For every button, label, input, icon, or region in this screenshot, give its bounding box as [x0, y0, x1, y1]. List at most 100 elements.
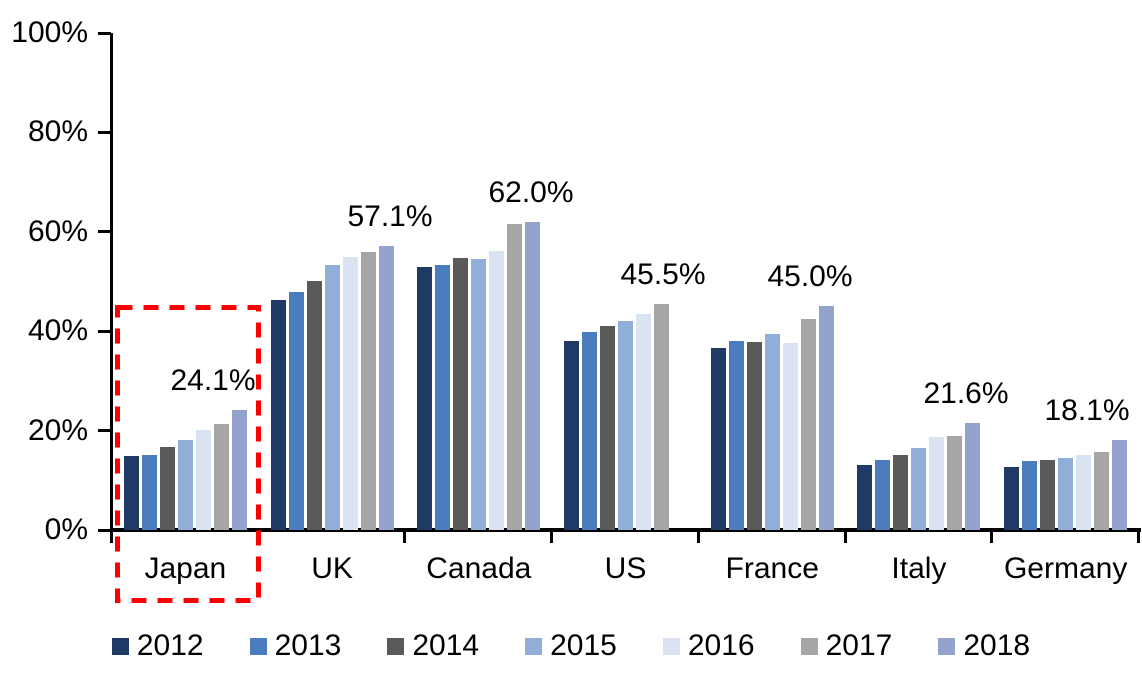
bar-france-2018 — [818, 306, 834, 530]
x-axis-line — [110, 528, 1141, 532]
bar-us-2013 — [582, 332, 598, 530]
category-label-japan: Japan — [144, 552, 227, 585]
x-tick-7 — [1137, 530, 1140, 543]
bar-group-italy — [846, 33, 993, 530]
bar-germany-2014 — [1040, 459, 1056, 530]
category-label-us: US — [604, 552, 647, 585]
bar-canada-2016 — [489, 251, 505, 530]
bar-uk-2018 — [378, 246, 394, 530]
bar-group-us — [552, 33, 699, 530]
bar-uk-2014 — [306, 281, 322, 530]
bar-italy-2018 — [965, 422, 981, 530]
y-axis-line — [110, 33, 113, 532]
y-tick-80% — [98, 130, 111, 134]
bar-us-2015 — [618, 321, 634, 530]
bar-france-2016 — [782, 343, 798, 530]
bar-group-canada — [405, 33, 552, 530]
legend-label-2018: 2018 — [963, 629, 1031, 662]
bar-france-2013 — [728, 341, 744, 530]
bar-canada-2013 — [435, 264, 451, 530]
legend-label-2012: 2012 — [136, 629, 204, 662]
data-label-france: 45.0% — [767, 260, 853, 294]
x-tick-2 — [403, 530, 407, 543]
bar-group-uk — [259, 33, 406, 530]
x-tick-6 — [990, 530, 994, 543]
legend-item-2015: 2015 — [525, 629, 617, 663]
bar-group-germany — [992, 33, 1139, 530]
bar-italy-2016 — [929, 436, 945, 530]
legend-item-2013: 2013 — [249, 629, 342, 663]
y-tick-label-80%: 80% — [27, 115, 88, 149]
category-label-italy: Italy — [891, 552, 947, 585]
legend-item-2014: 2014 — [387, 629, 479, 663]
legend-label-2013: 2013 — [274, 629, 342, 662]
legend-swatch-2016 — [662, 637, 680, 655]
bar-group-japan — [112, 33, 259, 530]
bar-italy-2015 — [911, 448, 927, 530]
bar-uk-2012 — [270, 299, 286, 530]
data-label-japan: 24.1% — [170, 364, 256, 398]
bar-us-2017 — [654, 303, 670, 530]
data-label-italy: 21.6% — [923, 376, 1009, 410]
bar-group-france — [699, 33, 846, 530]
bar-italy-2017 — [947, 435, 963, 530]
bar-uk-2015 — [324, 264, 340, 530]
legend-label-2015: 2015 — [550, 629, 617, 662]
bar-japan-2013 — [141, 454, 157, 530]
bar-france-2012 — [710, 347, 726, 530]
bar-canada-2018 — [525, 221, 541, 530]
bar-japan-2018 — [231, 410, 247, 530]
bar-japan-2012 — [123, 456, 139, 530]
data-label-uk: 57.1% — [347, 200, 433, 234]
legend-label-2016: 2016 — [687, 629, 755, 662]
x-tick-5 — [843, 530, 847, 543]
plot-area: 24.1% 57.1% 62.0% 45.5% 45.0% 21.6% 18.1% — [112, 33, 1139, 530]
legend: 2012 2013 2014 2015 2016 2017 2018 — [0, 629, 1142, 663]
bar-uk-2013 — [288, 291, 304, 530]
bar-germany-2012 — [1004, 467, 1020, 530]
bar-germany-2018 — [1112, 440, 1128, 530]
bar-germany-2015 — [1058, 458, 1074, 530]
y-tick-100% — [98, 31, 111, 35]
legend-swatch-2013 — [249, 637, 267, 655]
bar-japan-2014 — [159, 447, 175, 530]
bar-france-2017 — [800, 318, 816, 530]
x-tick-0 — [110, 530, 113, 543]
legend-label-2014: 2014 — [412, 629, 480, 662]
legend-item-2012: 2012 — [111, 629, 204, 663]
bar-japan-2015 — [177, 440, 193, 530]
y-tick-label-0%: 0% — [44, 513, 88, 546]
x-tick-3 — [550, 530, 554, 543]
japan-highlight-rect — [115, 305, 261, 603]
bar-canada-2017 — [507, 224, 523, 530]
bar-canada-2014 — [453, 257, 469, 530]
bar-us-2012 — [564, 341, 580, 530]
bar-japan-2017 — [213, 424, 229, 530]
y-tick-60% — [98, 230, 111, 234]
legend-item-2017: 2017 — [800, 629, 892, 663]
category-label-france: France — [725, 552, 819, 585]
legend-swatch-2015 — [525, 637, 543, 655]
y-tick-40% — [98, 329, 111, 333]
legend-item-2016: 2016 — [662, 629, 755, 663]
y-tick-label-60%: 60% — [27, 214, 88, 248]
bar-uk-2017 — [360, 252, 376, 530]
bar-canada-2012 — [417, 267, 433, 530]
data-label-germany: 18.1% — [1044, 394, 1130, 428]
category-label-canada: Canada — [426, 552, 532, 585]
bar-italy-2013 — [875, 460, 891, 530]
bar-italy-2012 — [857, 464, 873, 530]
legend-item-2018: 2018 — [938, 629, 1030, 663]
legend-swatch-2012 — [111, 637, 129, 655]
y-tick-20% — [98, 429, 111, 433]
y-tick-label-40%: 40% — [27, 314, 88, 348]
bar-france-2014 — [746, 341, 762, 530]
legend-swatch-2018 — [938, 637, 956, 655]
bar-germany-2016 — [1076, 455, 1092, 530]
category-label-uk: UK — [311, 552, 353, 585]
data-label-us: 45.5% — [620, 257, 706, 291]
bar-germany-2017 — [1094, 452, 1110, 530]
bar-canada-2015 — [471, 259, 487, 530]
bar-germany-2013 — [1022, 461, 1038, 530]
